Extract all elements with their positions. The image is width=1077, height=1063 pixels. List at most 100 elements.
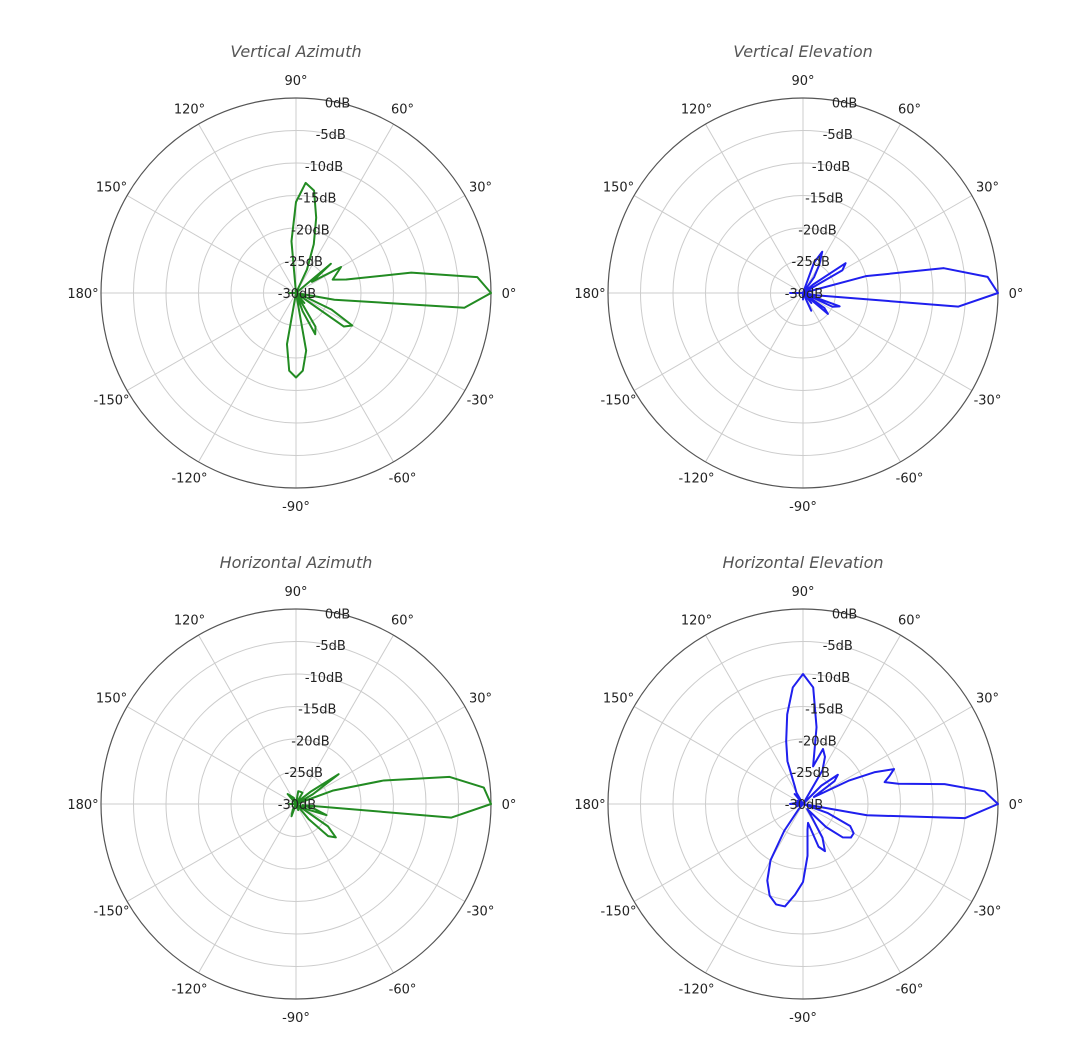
theta-tick-label: -30° <box>974 394 1002 409</box>
r-tick-label: 0dB <box>832 96 857 111</box>
r-tick-label: -20dB <box>798 734 836 749</box>
ring-gridline <box>737 227 869 359</box>
theta-tick-label: 120° <box>681 103 712 118</box>
theta-tick-label: -150° <box>94 394 130 409</box>
plot-title: Horizontal Azimuth <box>219 553 373 572</box>
r-tick-label: -10dB <box>305 160 343 175</box>
plot-title: Vertical Azimuth <box>230 42 362 61</box>
r-tick-label: -5dB <box>823 128 853 143</box>
r-tick-label: -20dB <box>798 223 836 238</box>
polar-plot-area: 0dB -5dB -10dB -15dB -20dB -25dB -30dB 0° 30° 60°… <box>574 585 1023 1026</box>
radiation-pattern-line <box>285 181 492 379</box>
theta-tick-label: 150° <box>96 692 127 707</box>
ring-gridline <box>230 227 362 359</box>
ring-gridline <box>230 738 362 870</box>
radiation-pattern-line <box>286 773 492 839</box>
r-tick-label: -20dB <box>291 734 329 749</box>
ring-gridline <box>133 641 459 967</box>
ring-gridline <box>770 260 836 326</box>
theta-tick-label: 90° <box>791 74 814 89</box>
theta-tick-label: 0° <box>502 798 517 813</box>
theta-tick-label: -90° <box>282 500 310 515</box>
r-tick-label: -25dB <box>285 766 323 781</box>
theta-tick-label: 150° <box>603 181 634 196</box>
theta-tick-label: -30° <box>467 394 495 409</box>
theta-tick-label: -60° <box>389 471 417 486</box>
ring-gridline <box>263 771 329 837</box>
plot-horizontal-elevation: Horizontal Elevation 0dB -5dB -10dB -15dB -2… <box>574 553 1023 1033</box>
radiation-pattern-line <box>766 673 999 908</box>
theta-tick-label: -150° <box>601 905 637 920</box>
plot-title: Horizontal Elevation <box>722 553 884 572</box>
theta-tick-label: -150° <box>601 394 637 409</box>
r-tick-label: -25dB <box>285 255 323 270</box>
ring-gridline <box>640 130 966 456</box>
ring-gridline <box>770 771 836 837</box>
ring-gridline <box>705 706 901 902</box>
ring-gridline <box>165 162 427 424</box>
theta-tick-label: 0° <box>1009 798 1024 813</box>
r-tick-label: -5dB <box>316 639 346 654</box>
r-tick-label: -5dB <box>316 128 346 143</box>
ring-gridline <box>705 195 901 391</box>
ring-gridline <box>198 195 394 391</box>
r-tick-label: -30dB <box>278 287 316 302</box>
r-tick-label: -15dB <box>805 703 843 718</box>
theta-tick-label: 180° <box>574 798 605 813</box>
theta-tick-label: 60° <box>898 103 921 118</box>
theta-tick-label: -120° <box>171 471 207 486</box>
r-tick-label: -10dB <box>305 671 343 686</box>
r-tick-label: -20dB <box>291 223 329 238</box>
theta-tick-label: -90° <box>282 1011 310 1026</box>
theta-tick-label: -60° <box>896 471 924 486</box>
radiation-pattern-line <box>789 250 999 315</box>
theta-tick-label: 90° <box>284 585 307 600</box>
ring-gridline <box>263 260 329 326</box>
theta-tick-label: -90° <box>789 1011 817 1026</box>
polar-plot-area: 0dB -5dB -10dB -15dB -20dB -25dB -30dB 0° 30° 60°… <box>574 74 1023 515</box>
theta-tick-label: 150° <box>603 692 634 707</box>
plot-vertical-elevation: Vertical Elevation 0dB -5dB -10dB -15dB -20d… <box>574 42 1023 522</box>
ring-gridline <box>165 673 427 935</box>
theta-tick-label: -60° <box>389 982 417 997</box>
theta-tick-label: 120° <box>681 614 712 629</box>
r-tick-label: -10dB <box>812 160 850 175</box>
theta-tick-label: 60° <box>898 614 921 629</box>
theta-tick-label: 30° <box>976 181 999 196</box>
r-tick-label: 0dB <box>325 607 350 622</box>
theta-tick-label: 120° <box>174 614 205 629</box>
theta-tick-label: 30° <box>469 692 492 707</box>
theta-tick-label: 120° <box>174 103 205 118</box>
theta-tick-label: -30° <box>467 905 495 920</box>
r-tick-label: 0dB <box>325 96 350 111</box>
ring-gridline <box>737 738 869 870</box>
r-tick-label: -15dB <box>805 192 843 207</box>
theta-tick-label: -120° <box>678 982 714 997</box>
theta-tick-label: 180° <box>574 287 605 302</box>
r-tick-label: -10dB <box>812 671 850 686</box>
theta-tick-label: -150° <box>94 905 130 920</box>
theta-tick-label: 60° <box>391 614 414 629</box>
polar-plot-area: 0dB -5dB -10dB -15dB -20dB -25dB -30dB 0° 30° 60°… <box>67 74 516 515</box>
plot-horizontal-azimuth: Horizontal Azimuth 0dB -5dB -10dB -15dB -20d… <box>67 553 516 1033</box>
r-tick-label: -15dB <box>298 703 336 718</box>
plot-title: Vertical Elevation <box>733 42 873 61</box>
theta-tick-label: 150° <box>96 181 127 196</box>
plot-vertical-azimuth: Vertical Azimuth 0dB -5dB -10dB -15dB -20dB -… <box>67 42 516 522</box>
r-tick-label: -25dB <box>792 255 830 270</box>
ring-gridline <box>133 130 459 456</box>
theta-tick-label: 60° <box>391 103 414 118</box>
r-tick-label: -15dB <box>298 192 336 207</box>
ring-gridline <box>640 641 966 967</box>
theta-tick-label: 90° <box>791 585 814 600</box>
r-tick-label: 0dB <box>832 607 857 622</box>
theta-tick-label: -30° <box>974 905 1002 920</box>
theta-tick-label: 0° <box>1009 287 1024 302</box>
theta-tick-label: 180° <box>67 287 98 302</box>
theta-tick-label: -60° <box>896 982 924 997</box>
r-tick-label: -5dB <box>823 639 853 654</box>
ring-gridline <box>672 162 934 424</box>
polar-plot-area: 0dB -5dB -10dB -15dB -20dB -25dB -30dB 0° 30° 60°… <box>67 585 516 1026</box>
theta-tick-label: -90° <box>789 500 817 515</box>
r-tick-label: -25dB <box>792 766 830 781</box>
